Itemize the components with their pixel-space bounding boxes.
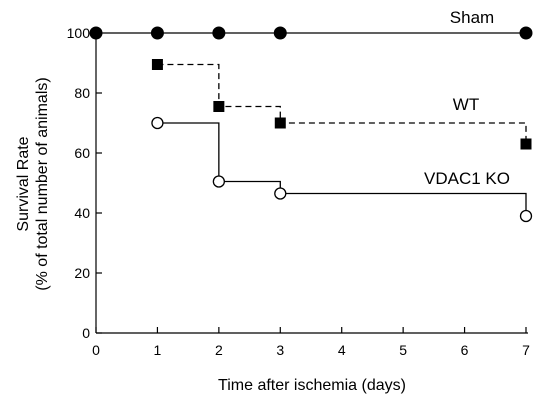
data-point-vdac1-ko xyxy=(151,116,164,130)
x-axis-title: Time after ischemia (days) xyxy=(218,377,406,394)
axes: 0 20 40 60 80 100 0 1 2 3 4 5 6 7 xyxy=(67,25,530,358)
series-vdac1-ko xyxy=(151,116,533,223)
data-point-vdac1-ko xyxy=(519,209,533,223)
y-tick-label: 60 xyxy=(74,145,90,161)
data-point-sham xyxy=(273,26,287,40)
y-tick-label: 100 xyxy=(67,25,91,41)
series-wt xyxy=(151,59,532,150)
data-point-wt xyxy=(520,138,532,150)
series-line-vdac1-ko xyxy=(157,122,527,216)
data-point-sham xyxy=(519,26,533,40)
x-tick-label: 5 xyxy=(399,342,407,358)
x-tick-label: 0 xyxy=(92,342,100,358)
data-point-vdac1-ko xyxy=(212,175,226,188)
series-layer xyxy=(89,26,533,223)
data-point-vdac1-ko xyxy=(274,187,287,200)
x-ticks: 0 1 2 3 4 5 6 7 xyxy=(92,327,530,358)
series-line-wt xyxy=(157,63,527,144)
x-tick-label: 3 xyxy=(276,342,284,358)
data-point-wt xyxy=(274,117,286,129)
x-tick-label: 2 xyxy=(215,342,223,358)
data-point-wt xyxy=(213,101,225,112)
data-point-wt xyxy=(151,59,163,70)
data-point-sham xyxy=(212,26,226,40)
series-label-sham: Sham xyxy=(450,8,494,27)
x-tick-label: 7 xyxy=(522,342,530,358)
series-label-vdac1-ko: VDAC1 KO xyxy=(424,169,510,188)
x-tick-label: 4 xyxy=(338,342,346,358)
y-tick-label: 0 xyxy=(82,325,90,341)
y-axis-title: Survival Rate xyxy=(15,136,32,231)
data-point-sham xyxy=(89,26,103,40)
y-ticks: 0 20 40 60 80 100 xyxy=(67,25,102,341)
series-sham xyxy=(89,26,533,40)
y-axis-subtitle: (% of total number of animals) xyxy=(34,77,51,290)
y-tick-label: 40 xyxy=(74,205,90,221)
x-tick-label: 6 xyxy=(461,342,469,358)
x-tick-label: 1 xyxy=(154,342,162,358)
y-tick-label: 20 xyxy=(74,265,90,281)
y-tick-label: 80 xyxy=(74,85,90,101)
data-point-sham xyxy=(150,26,164,40)
series-label-wt: WT xyxy=(453,95,479,114)
